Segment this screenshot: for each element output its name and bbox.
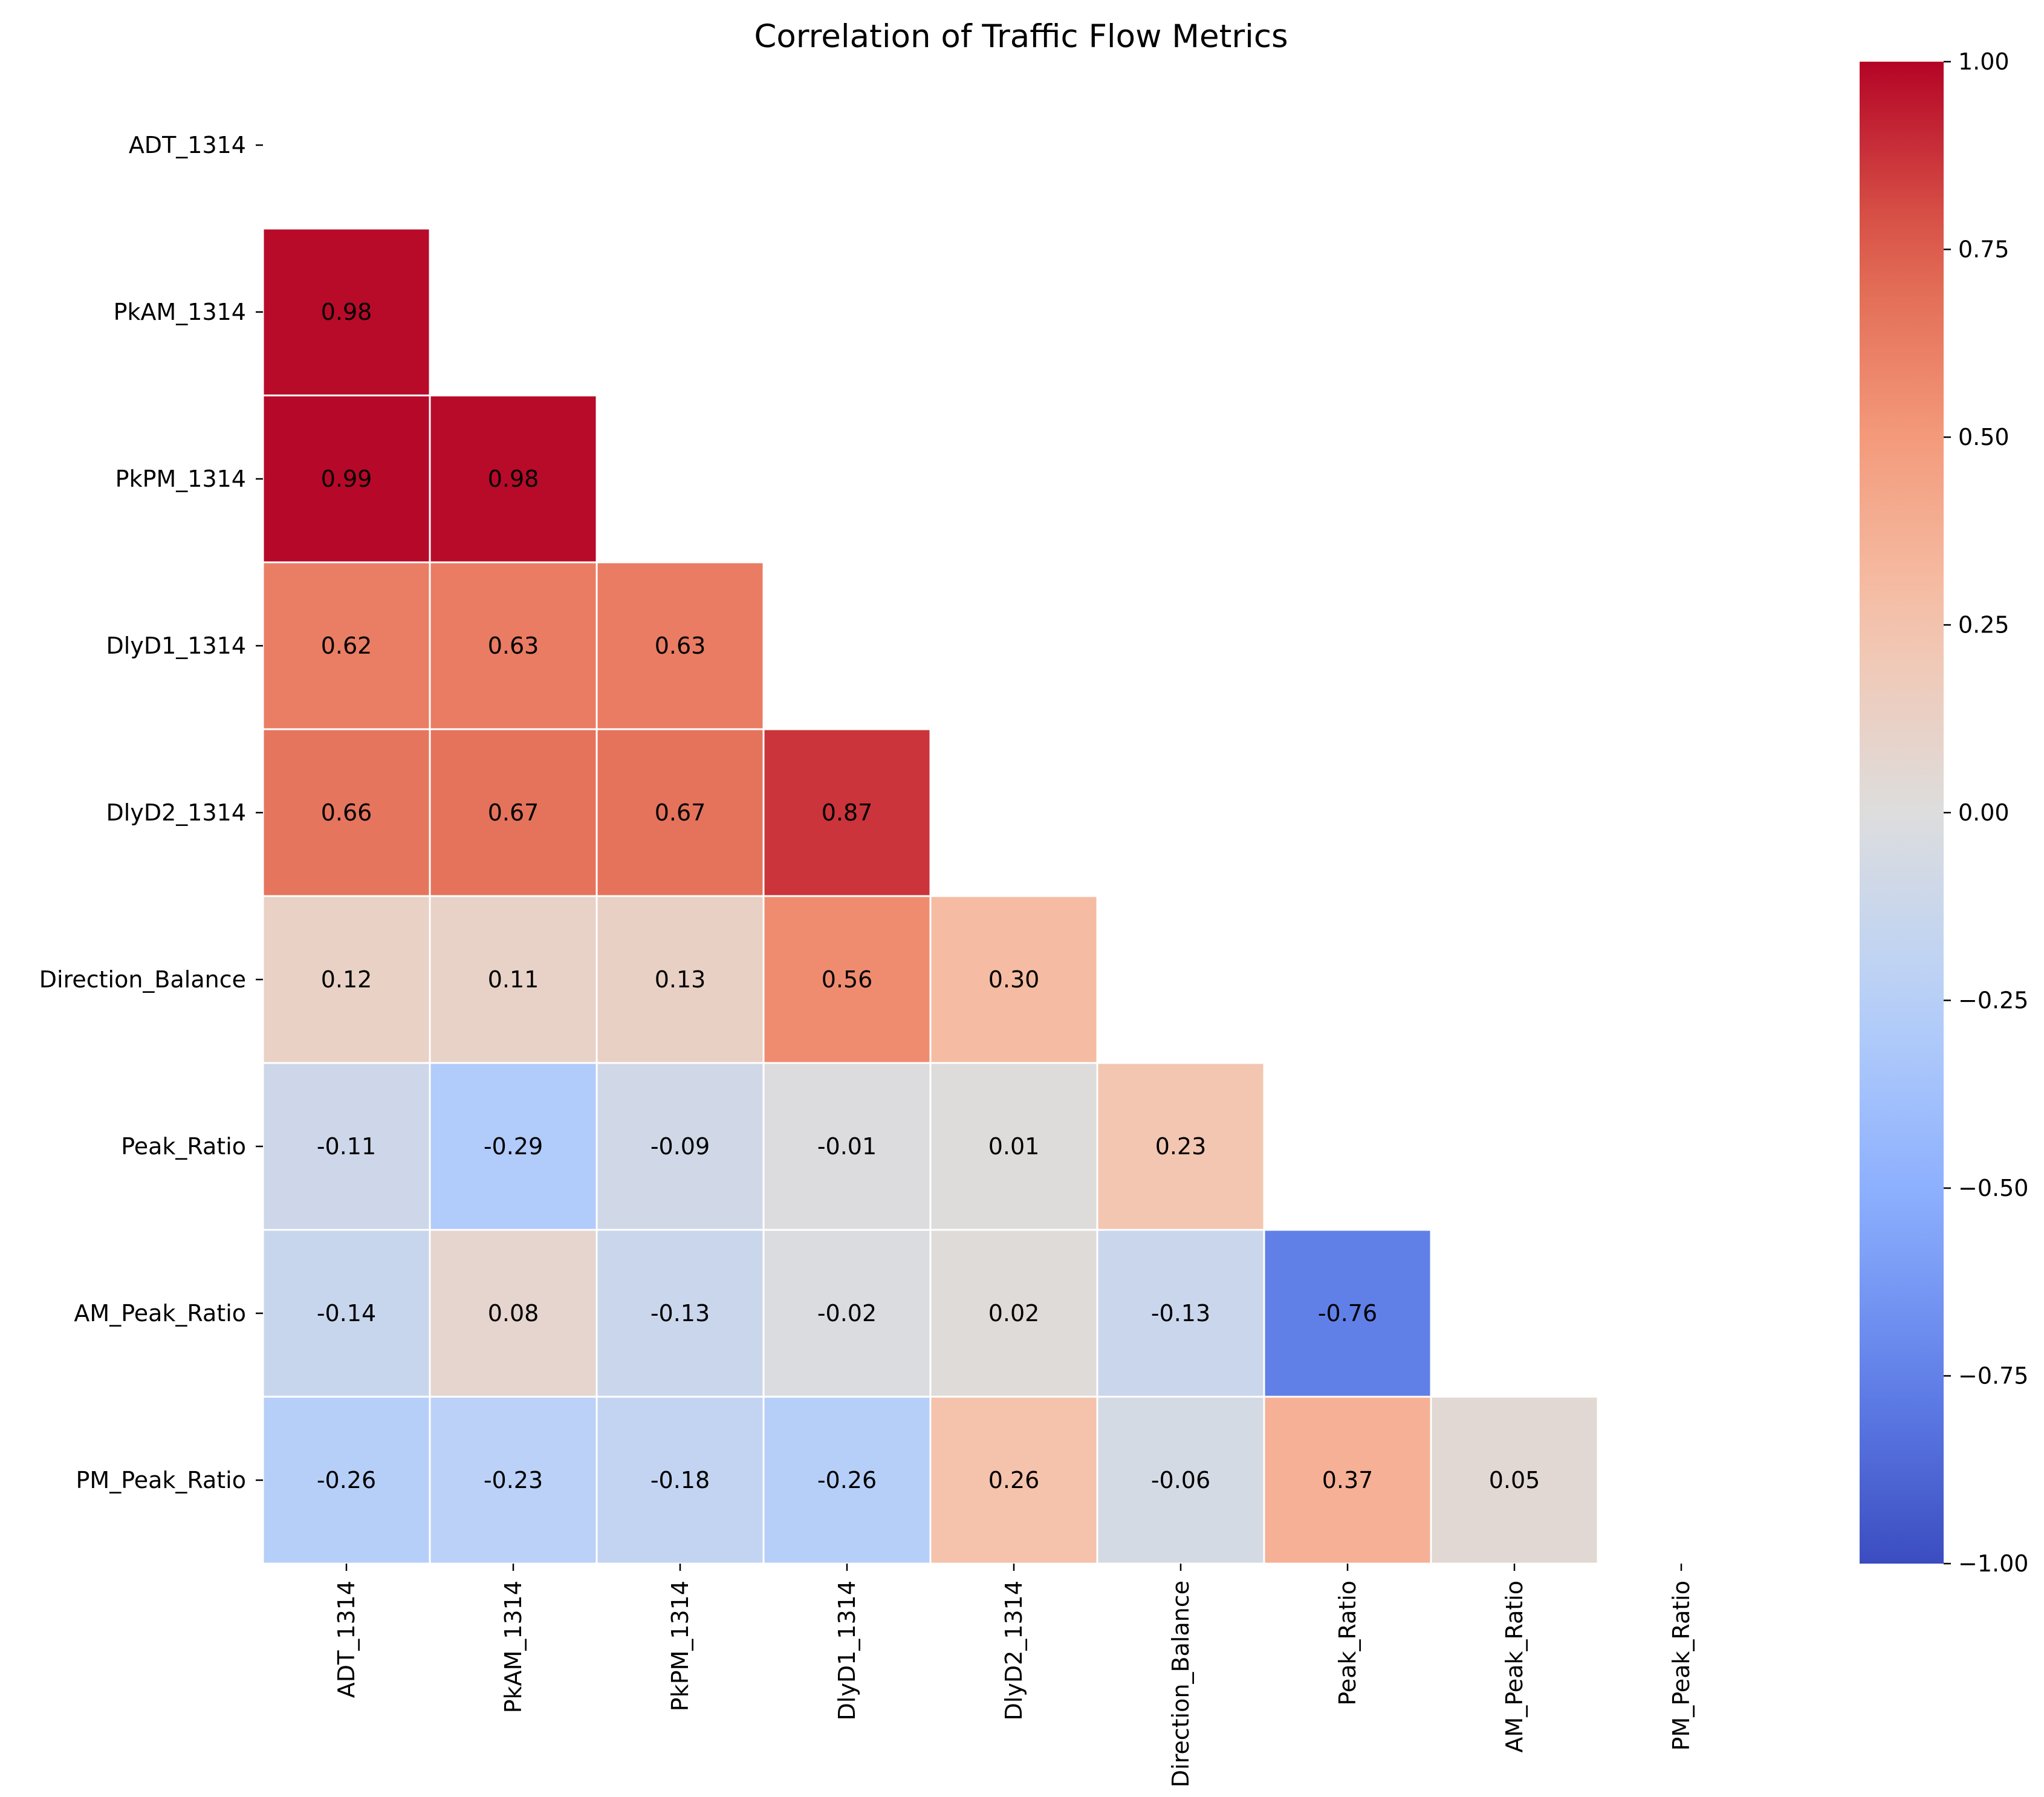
heatmap-cell — [929, 895, 1098, 1064]
cell-label: -0.01 — [817, 1133, 877, 1160]
y-tick-label: Direction_Balance — [39, 966, 246, 993]
cell-label: 0.66 — [321, 799, 372, 826]
cell-label: 0.67 — [488, 799, 539, 826]
cell-label: 0.67 — [655, 799, 706, 826]
x-axis: ADT_1314 PkAM_1314 PkPM_1314 DlyD1_1314 DlyD… — [333, 1564, 1695, 1787]
heatmap-cell — [262, 561, 431, 730]
cell-label: 0.13 — [655, 966, 706, 993]
cell-label: -0.23 — [484, 1467, 543, 1493]
cell-label: -0.06 — [1151, 1467, 1210, 1493]
cell-label: -0.13 — [651, 1300, 710, 1327]
x-tick-label: Direction_Balance — [1167, 1581, 1194, 1787]
heatmap-cell — [262, 1229, 431, 1398]
cell-label: 0.37 — [1322, 1467, 1374, 1493]
cell-label: -0.29 — [484, 1133, 543, 1160]
cell-label: 0.30 — [988, 966, 1040, 993]
x-tick-label: PkAM_1314 — [500, 1581, 527, 1713]
cell-label: 0.63 — [488, 632, 539, 659]
heatmap-cells: 0.98 0.99 0.98 0.62 0.63 0.63 0.66 0.67 0.67 0.87… — [262, 227, 1599, 1565]
y-tick-label: AM_Peak_Ratio — [74, 1300, 246, 1327]
cell-label: -0.11 — [317, 1133, 376, 1160]
cell-label: 0.05 — [1489, 1467, 1540, 1493]
cell-label: 0.26 — [988, 1467, 1040, 1493]
heatmap-cell — [429, 1062, 598, 1231]
y-tick-label: ADT_1314 — [129, 132, 246, 158]
x-tick-label: PM_Peak_Ratio — [1668, 1581, 1695, 1751]
cell-label: -0.76 — [1318, 1300, 1377, 1327]
x-tick-label: Peak_Ratio — [1334, 1581, 1361, 1706]
cell-label: 0.23 — [1155, 1133, 1207, 1160]
y-axis: ADT_1314 PkAM_1314 PkPM_1314 DlyD1_1314 DlyD… — [39, 132, 263, 1493]
heatmap-cell — [262, 227, 431, 397]
heatmap-cell — [595, 1396, 765, 1565]
heatmap-cell — [429, 895, 598, 1064]
cell-label: 0.08 — [488, 1300, 539, 1327]
cell-label: 0.02 — [988, 1300, 1040, 1327]
colorbar-tick-label: −0.50 — [1958, 1175, 2028, 1201]
y-tick-label: PkPM_1314 — [115, 466, 246, 492]
cell-label: 0.12 — [321, 966, 372, 993]
x-tick-label: ADT_1314 — [333, 1581, 360, 1698]
y-tick-label: PkAM_1314 — [114, 299, 246, 325]
cell-label: 0.87 — [822, 799, 873, 826]
colorbar-tick-label: 1.00 — [1958, 48, 2010, 75]
cell-label: -0.26 — [317, 1467, 376, 1493]
heatmap-cell — [1096, 1062, 1265, 1231]
heatmap-cell — [762, 1062, 932, 1231]
heatmap-cell — [595, 1062, 765, 1231]
heatmap-cell — [762, 1229, 932, 1398]
y-tick-label: DlyD2_1314 — [106, 799, 246, 826]
chart-title: Correlation of Traffic Flow Metrics — [754, 18, 1288, 55]
colorbar-tick-label: 0.00 — [1958, 799, 2010, 826]
heatmap-cell — [262, 394, 431, 564]
heatmap-cell — [762, 895, 932, 1064]
colorbar-tick-label: 0.75 — [1958, 236, 2010, 263]
colorbar-tick-label: 0.25 — [1958, 612, 2010, 639]
cell-label: -0.18 — [651, 1467, 710, 1493]
colorbar-tick-label: −0.75 — [1958, 1363, 2028, 1389]
cell-label: 0.98 — [488, 466, 539, 492]
x-tick-label: PkPM_1314 — [667, 1581, 693, 1711]
cell-label: -0.14 — [317, 1300, 376, 1327]
cell-label: 0.63 — [655, 632, 706, 659]
heatmap-cell — [429, 394, 598, 564]
cell-label: -0.09 — [651, 1133, 710, 1160]
heatmap-cell — [1263, 1396, 1432, 1565]
x-tick-label: AM_Peak_Ratio — [1501, 1581, 1528, 1753]
cell-label: -0.13 — [1151, 1300, 1210, 1327]
heatmap-cell — [1430, 1396, 1599, 1565]
y-tick-label: Peak_Ratio — [121, 1133, 246, 1160]
heatmap-cell — [595, 895, 765, 1064]
heatmap-cell — [1263, 1229, 1432, 1398]
heatmap-cell — [262, 1396, 431, 1565]
cell-label: -0.26 — [817, 1467, 877, 1493]
cell-label: 0.99 — [321, 466, 372, 492]
cell-label: 0.62 — [321, 632, 372, 659]
heatmap-cell — [929, 1062, 1098, 1231]
x-tick-label: DlyD2_1314 — [1001, 1581, 1027, 1720]
heatmap-cell — [595, 561, 765, 730]
colorbar-tick-label: 0.50 — [1958, 424, 2010, 450]
heatmap-cell — [429, 728, 598, 897]
colorbar: 1.00 0.75 0.50 0.25 0.00 −0.25 −0.50 −0.75 −1.00 — [1860, 48, 2028, 1577]
colorbar-gradient — [1860, 62, 1944, 1564]
cell-label: -0.02 — [817, 1300, 877, 1327]
heatmap-cell — [429, 561, 598, 730]
cell-label: 0.98 — [321, 299, 372, 325]
colorbar-tick-label: −0.25 — [1958, 987, 2028, 1014]
y-tick-label: PM_Peak_Ratio — [76, 1467, 247, 1493]
colorbar-ticks: 1.00 0.75 0.50 0.25 0.00 −0.25 −0.50 −0.75 −1.00 — [1944, 48, 2028, 1577]
cell-label: 0.11 — [488, 966, 539, 993]
x-tick-label: DlyD1_1314 — [834, 1581, 860, 1720]
y-tick-label: DlyD1_1314 — [106, 632, 246, 659]
heatmap-cell — [429, 1229, 598, 1398]
cell-label: 0.56 — [822, 966, 873, 993]
colorbar-tick-label: −1.00 — [1958, 1550, 2028, 1577]
heatmap-cell — [762, 728, 932, 897]
cell-label: 0.01 — [988, 1133, 1040, 1160]
heatmap-cell — [1096, 1229, 1265, 1398]
